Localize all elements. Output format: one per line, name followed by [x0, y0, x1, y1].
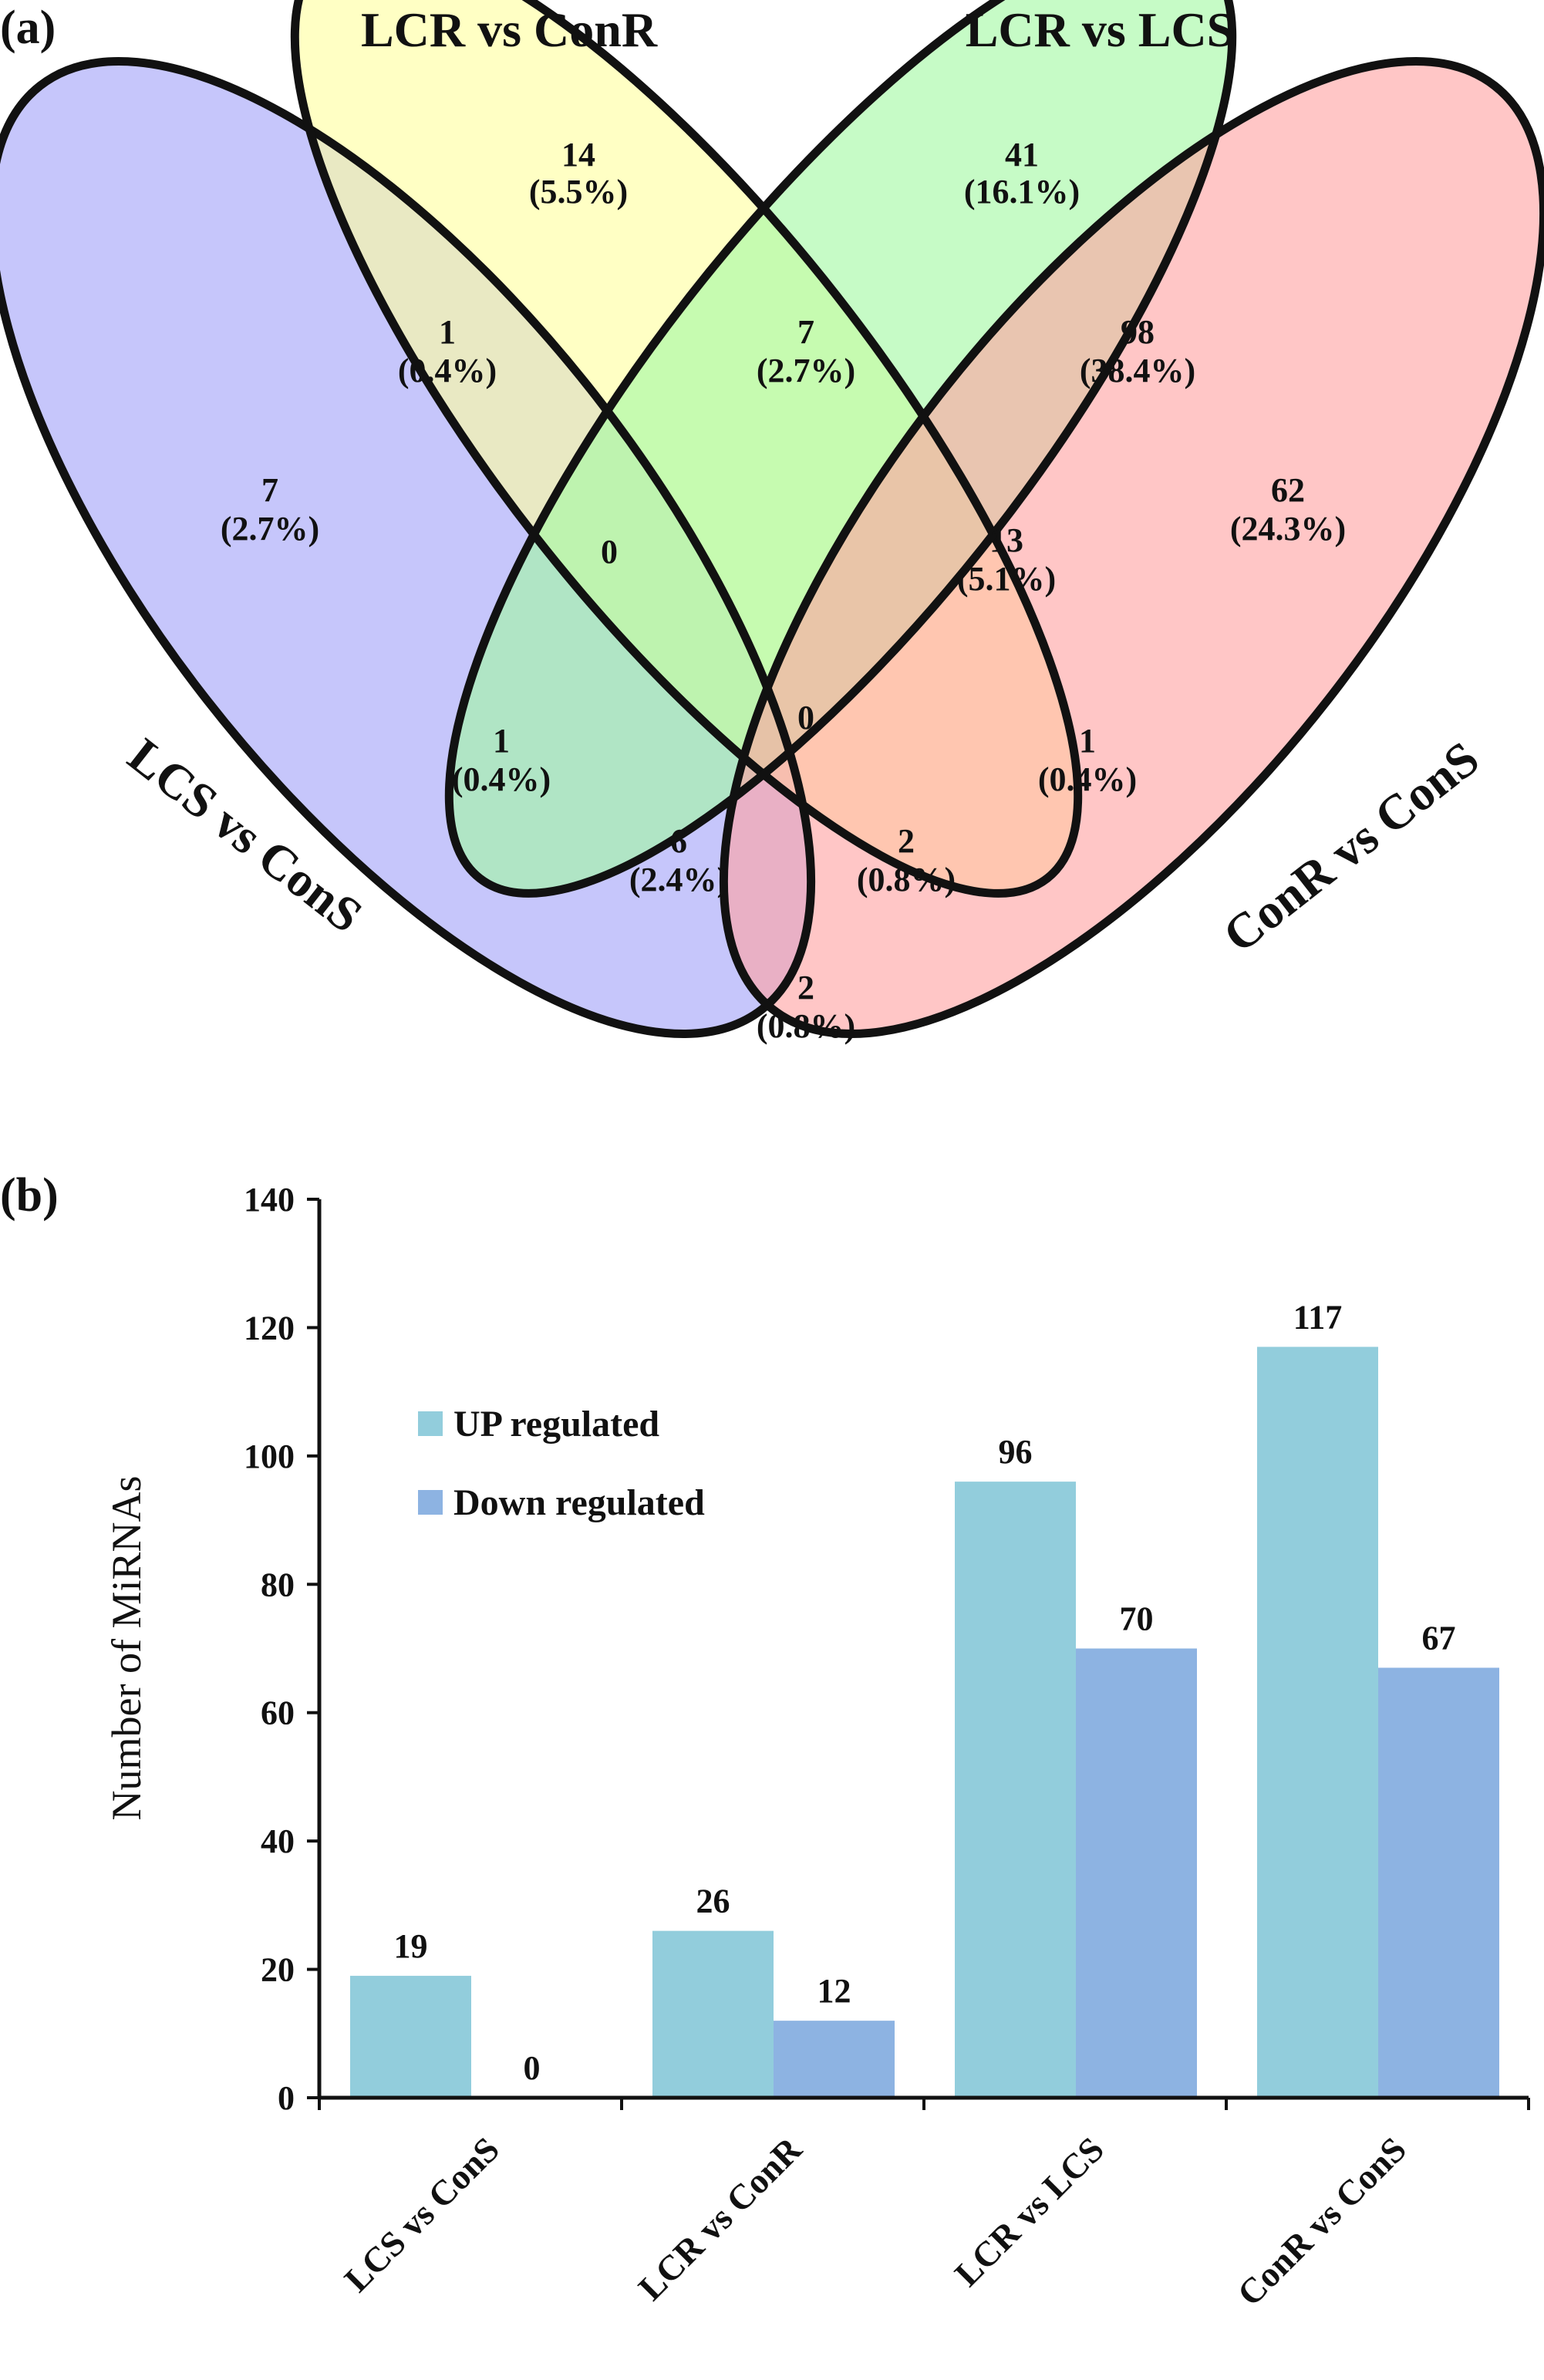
y-tick-label: 40: [261, 1822, 295, 1860]
data-labels-layer: 19 26 96 117 0 12 70 67: [394, 1298, 1456, 2087]
data-label-up-1: 26: [696, 1883, 730, 1920]
bar-down-1: [774, 2021, 895, 2098]
region-lcrconr-lcrlcs-pct: (2.7%): [757, 352, 855, 389]
region-three-lower-right-count: 2: [898, 822, 915, 860]
bar-down-3: [1378, 1667, 1499, 2098]
set-label-lcr-lcs: LCR vs LCS: [966, 2, 1235, 57]
region-lcr-conr-only-pct: (5.5%): [529, 173, 628, 211]
region-lcs-lcrlcs-count: 1: [493, 722, 510, 760]
x-category-label-0: LCS vs ConS: [337, 2129, 507, 2299]
y-tick-label: 100: [244, 1438, 295, 1475]
region-lcrlcs-conrcons-count: 98: [1121, 313, 1155, 351]
region-conr-cons-only-pct: (24.3%): [1230, 510, 1346, 548]
y-tick-label: 120: [244, 1309, 295, 1347]
region-all-four-count: 0: [797, 699, 814, 737]
venn-fills: [0, 0, 1544, 1161]
data-label-down-0: 0: [524, 2049, 541, 2087]
x-category-label-1: LCR vs ConR: [631, 2129, 810, 2308]
x-category-label-3: ConR vs ConS: [1230, 2129, 1414, 2314]
legend-label-down: Down regulated: [453, 1482, 705, 1523]
region-lcr-lcs-only-pct: (16.1%): [964, 173, 1080, 211]
region-lcr-lcs-only-count: 41: [1005, 136, 1039, 174]
x-category-label-2: LCR vs LCS: [947, 2129, 1111, 2294]
y-tick-label: 60: [261, 1694, 295, 1732]
region-three-right-count: 13: [989, 521, 1023, 559]
venn-regions: 7 (2.7%) 14 (5.5%) 41 (16.1%) 62 (24.3%)…: [221, 136, 1346, 1045]
data-label-up-2: 96: [999, 1433, 1033, 1471]
region-three-lower-right-pct: (0.8%): [857, 861, 956, 898]
region-lcs-only-pct: (2.7%): [221, 510, 319, 548]
bar-down-2: [1076, 1648, 1197, 2098]
region-lcrlcs-conrcons-pct: (38.4%): [1080, 352, 1195, 389]
bar-up-3: [1257, 1347, 1378, 2098]
bars-layer: [350, 1347, 1499, 2098]
panel-b-label: (b): [0, 1169, 59, 1222]
data-label-down-3: 67: [1422, 1619, 1456, 1657]
bar-chart: 19 26 96 117 0 12 70 67 0 20 40 60 80 100 120 140 Numb…: [103, 1181, 1530, 2314]
category-labels: LCS vs ConS LCR vs ConR LCR vs LCS ConR vs …: [337, 2129, 1414, 2313]
y-axis-title: Number of MiRNAs: [103, 1476, 150, 1821]
region-three-lower-left-pct: (2.4%): [629, 861, 728, 898]
y-ticks: 0 20 40 60 80 100 120 140: [244, 1181, 319, 2117]
region-three-left-count: 0: [601, 533, 618, 571]
region-three-lower-left-count: 6: [670, 822, 687, 860]
data-label-down-1: 12: [818, 1972, 851, 2010]
venn-diagram: LCR vs ConR LCR vs LCS LCS vs ConS ConR …: [0, 0, 1544, 1161]
x-ticks: [318, 2098, 1530, 2110]
region-lcr-conr-only-count: 14: [561, 136, 595, 174]
y-tick-label: 140: [244, 1181, 295, 1219]
bar-up-1: [652, 1930, 774, 2098]
region-lcs-conrcons-pct: (0.8%): [757, 1007, 855, 1045]
data-label-down-2: 70: [1120, 1600, 1154, 1638]
y-tick-label: 0: [278, 2079, 295, 2117]
region-lcrconr-lcrlcs-count: 7: [797, 313, 814, 351]
data-label-up-0: 19: [394, 1927, 428, 1965]
region-lcs-only-count: 7: [261, 471, 278, 509]
region-lcs-lcrconr-pct: (0.4%): [398, 352, 497, 389]
y-tick-label: 20: [261, 1951, 295, 1989]
region-lcrconr-conrcons-count: 1: [1079, 722, 1096, 760]
region-lcs-conrcons-count: 2: [797, 969, 814, 1006]
set-label-lcr-conr: LCR vs ConR: [361, 2, 658, 57]
bar-up-0: [350, 1975, 471, 2098]
region-lcrconr-conrcons-pct: (0.4%): [1038, 760, 1137, 798]
y-tick-label: 80: [261, 1566, 295, 1603]
legend-label-up: UP regulated: [453, 1404, 659, 1445]
region-lcs-lcrlcs-pct: (0.4%): [452, 760, 551, 798]
legend-swatch-up: [418, 1411, 443, 1436]
region-three-right-pct: (5.1%): [957, 560, 1056, 598]
bar-up-2: [955, 1482, 1076, 2098]
legend-swatch-down: [418, 1490, 443, 1515]
data-label-up-3: 117: [1293, 1298, 1343, 1336]
region-lcs-lcrconr-count: 1: [439, 313, 456, 351]
region-conr-cons-only-count: 62: [1271, 471, 1305, 509]
legend: UP regulated Down regulated: [418, 1404, 705, 1523]
panel-a-label: (a): [0, 2, 56, 54]
